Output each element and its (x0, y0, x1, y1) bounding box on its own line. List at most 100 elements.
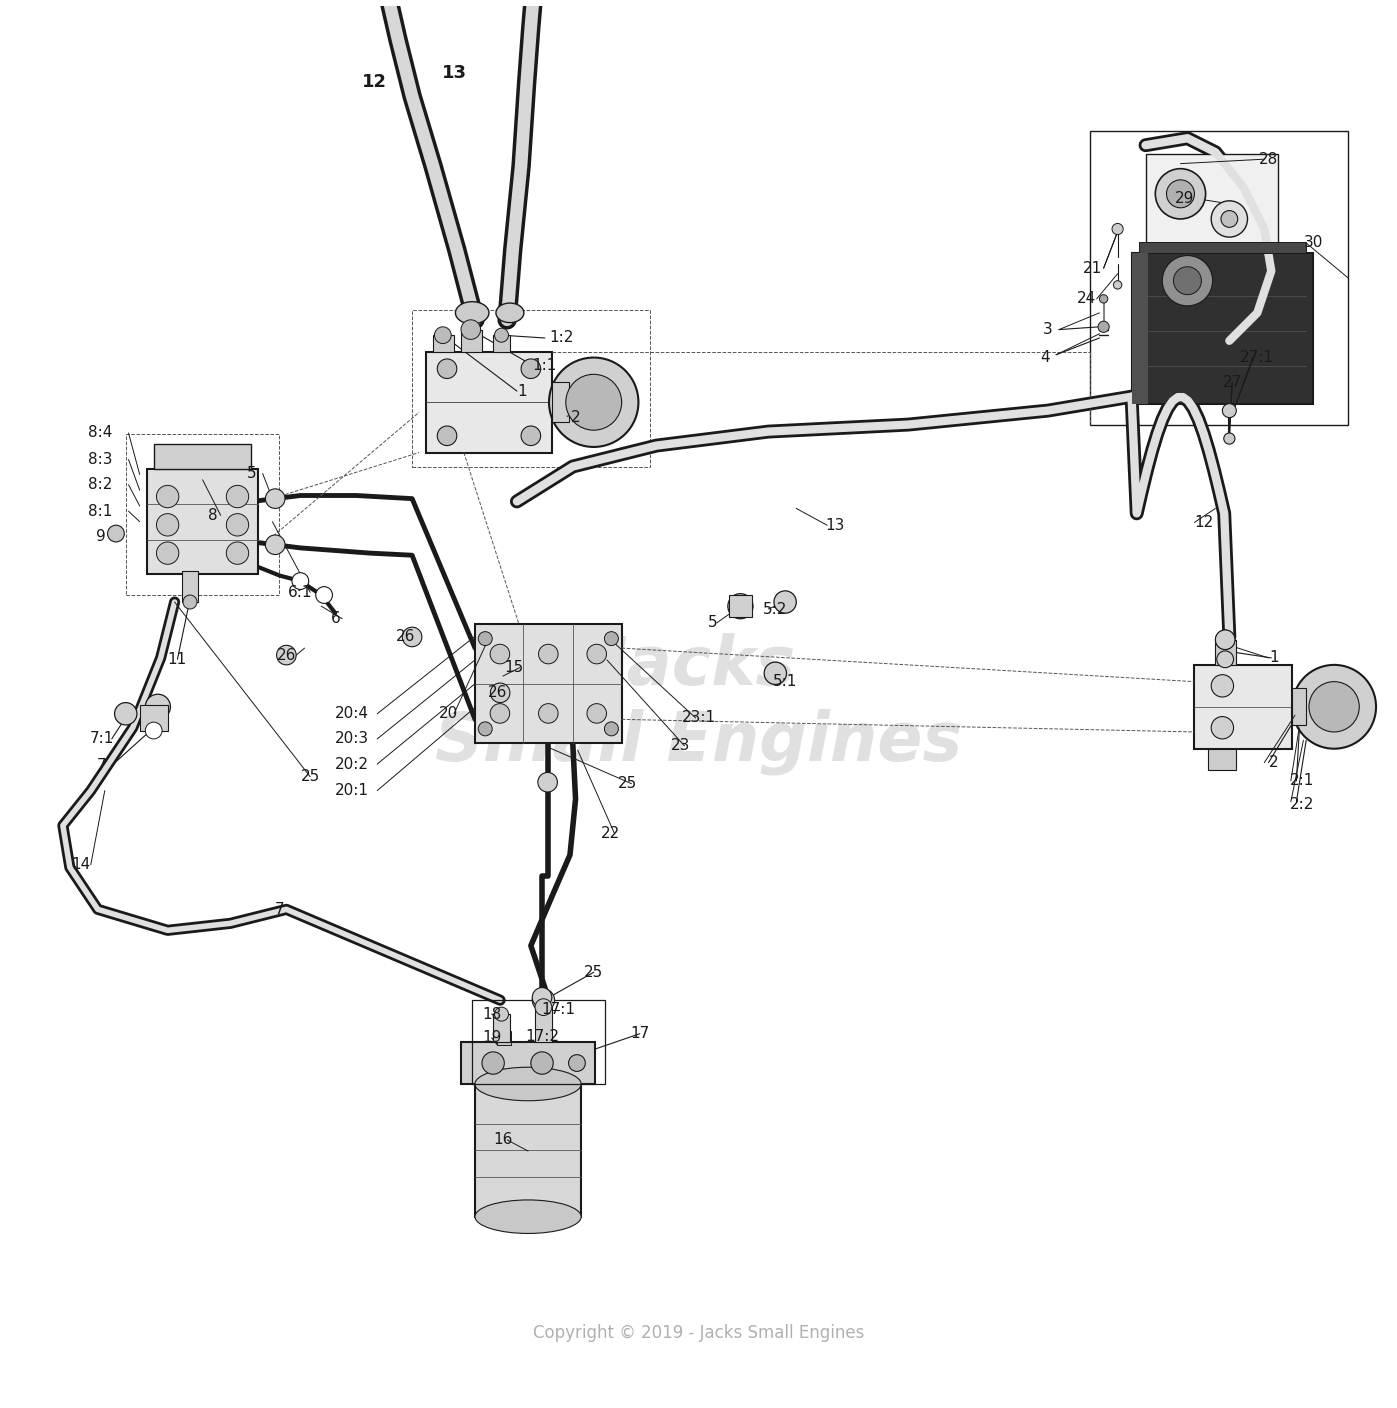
Bar (461, 1042, 595, 1084)
Text: 5:2: 5:2 (763, 601, 788, 617)
Bar (1132, 253, 1313, 404)
Circle shape (521, 359, 541, 379)
Bar (147, 469, 258, 574)
Circle shape (156, 486, 179, 508)
Circle shape (402, 627, 422, 646)
Bar (475, 624, 622, 743)
Text: 8:1: 8:1 (88, 504, 113, 518)
Ellipse shape (549, 358, 638, 446)
Text: 7: 7 (98, 758, 106, 773)
Bar (1215, 639, 1236, 665)
Circle shape (108, 525, 124, 542)
Text: Jacks
Small Engines: Jacks Small Engines (434, 632, 963, 776)
Text: 23:1: 23:1 (682, 711, 715, 725)
Circle shape (478, 722, 492, 736)
Text: 17: 17 (630, 1026, 650, 1041)
Circle shape (532, 988, 555, 1011)
Bar (497, 1031, 511, 1045)
Text: 26: 26 (488, 686, 507, 700)
Bar (182, 572, 198, 603)
Ellipse shape (475, 1067, 581, 1101)
Text: 8:3: 8:3 (88, 452, 113, 467)
Text: 13: 13 (441, 63, 467, 82)
Text: 8:4: 8:4 (88, 425, 113, 441)
Text: 29: 29 (1175, 191, 1194, 206)
Text: 2:1: 2:1 (1289, 773, 1315, 788)
Circle shape (437, 427, 457, 445)
Circle shape (226, 542, 249, 565)
Text: 25: 25 (300, 769, 320, 784)
Circle shape (495, 328, 509, 342)
Circle shape (437, 359, 457, 379)
Bar (472, 1000, 605, 1084)
Text: 1:2: 1:2 (549, 331, 574, 345)
Text: 16: 16 (493, 1132, 513, 1148)
Text: 25: 25 (617, 776, 637, 791)
Text: 20: 20 (439, 707, 458, 721)
Bar (1208, 749, 1236, 770)
Text: 7: 7 (275, 903, 284, 917)
Bar (475, 1084, 581, 1217)
Circle shape (292, 573, 309, 590)
Bar (1194, 665, 1292, 749)
Circle shape (1221, 211, 1238, 227)
Text: 2: 2 (571, 410, 580, 425)
Circle shape (145, 722, 162, 739)
Text: 20:2: 20:2 (335, 756, 369, 772)
Text: 5: 5 (708, 615, 717, 631)
Bar (1146, 153, 1278, 255)
Bar (433, 335, 454, 352)
Bar (493, 1014, 510, 1042)
Circle shape (265, 489, 285, 508)
Text: 19: 19 (482, 1031, 502, 1045)
Ellipse shape (566, 375, 622, 431)
Bar (1292, 689, 1306, 725)
Text: 20:4: 20:4 (335, 707, 369, 721)
Circle shape (587, 704, 606, 724)
Bar (535, 1007, 552, 1042)
Circle shape (535, 998, 552, 1015)
Circle shape (156, 514, 179, 536)
Text: 8: 8 (208, 508, 217, 522)
Circle shape (1162, 256, 1213, 306)
Circle shape (1215, 629, 1235, 649)
Text: 5:1: 5:1 (773, 674, 798, 689)
Text: 20:1: 20:1 (335, 783, 369, 798)
Circle shape (1166, 180, 1194, 208)
Text: 24: 24 (1077, 291, 1097, 307)
Text: 2: 2 (1270, 755, 1278, 770)
Circle shape (1224, 434, 1235, 444)
Circle shape (1112, 224, 1123, 235)
Text: 21: 21 (1083, 260, 1102, 276)
Text: 5: 5 (247, 466, 256, 482)
Circle shape (277, 645, 296, 665)
Circle shape (1211, 674, 1234, 697)
Bar (461, 329, 482, 352)
Circle shape (538, 773, 557, 793)
Circle shape (226, 486, 249, 508)
Circle shape (490, 645, 510, 663)
Circle shape (774, 591, 796, 614)
Circle shape (605, 722, 619, 736)
Text: 26: 26 (277, 648, 296, 663)
Bar (1090, 131, 1348, 425)
Circle shape (1173, 266, 1201, 294)
Circle shape (145, 694, 170, 719)
Circle shape (183, 596, 197, 610)
Ellipse shape (455, 301, 489, 324)
Text: 9: 9 (96, 529, 105, 543)
Bar (154, 444, 251, 469)
Text: 2:2: 2:2 (1289, 797, 1315, 812)
Text: 27:1: 27:1 (1241, 351, 1274, 365)
Text: 18: 18 (482, 1007, 502, 1022)
Text: 14: 14 (71, 857, 91, 872)
Text: 15: 15 (504, 660, 524, 676)
Circle shape (1211, 201, 1248, 237)
Text: 28: 28 (1259, 152, 1278, 166)
Circle shape (482, 1052, 504, 1074)
Circle shape (316, 587, 332, 604)
Circle shape (156, 542, 179, 565)
Circle shape (1217, 650, 1234, 667)
Ellipse shape (496, 303, 524, 322)
Bar (126, 435, 279, 596)
